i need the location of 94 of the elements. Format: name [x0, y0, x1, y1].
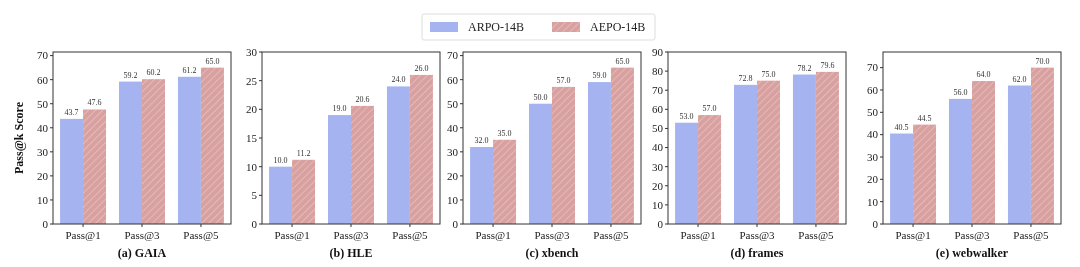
data-label: 79.6 — [820, 60, 835, 70]
data-label: 65.0 — [615, 56, 630, 66]
y-tick-label: 50 — [652, 122, 664, 135]
y-tick-label: 30 — [652, 160, 664, 173]
x-tick-label: Pass@3 — [534, 229, 571, 241]
y-tick-label: 5 — [251, 189, 258, 202]
x-tick-label: Pass@5 — [798, 229, 835, 241]
y-tick-label: 30 — [246, 45, 258, 58]
data-label: 57.0 — [702, 104, 717, 114]
y-tick-label: 40 — [447, 121, 459, 134]
text: (a) GAIA — [117, 246, 167, 260]
data-label: 44.5 — [917, 113, 932, 123]
y-tick-label: 10 — [867, 195, 879, 208]
x-tick-label: Pass@1 — [65, 229, 101, 241]
data-label: 78.2 — [797, 63, 812, 73]
y-tick-label: 90 — [652, 45, 664, 58]
x-tick-label: Pass@5 — [593, 229, 630, 241]
data-label: 43.7 — [64, 107, 79, 117]
y-tick-label: 60 — [652, 103, 664, 116]
y-tick-label: 80 — [652, 64, 664, 77]
data-label: 11.2 — [296, 148, 311, 158]
data-label: 60.2 — [146, 68, 161, 78]
data-label: 26.0 — [414, 63, 429, 73]
data-label: 65.0 — [205, 56, 220, 66]
y-tick-label: 0 — [657, 217, 664, 230]
y-tick-label: 0 — [251, 217, 258, 230]
text: (b) HLE — [329, 246, 373, 260]
y-tick-label: 0 — [452, 217, 459, 230]
y-tick-label: 0 — [872, 217, 879, 230]
data-label: 20.6 — [355, 94, 370, 104]
y-tick-label: 60 — [37, 73, 49, 86]
data-label: 35.0 — [497, 128, 512, 138]
data-label: 47.6 — [87, 98, 102, 108]
y-tick-label: 10 — [37, 193, 49, 206]
x-tick-label: Pass@1 — [895, 229, 931, 241]
legend-label: ARPO-14B — [468, 20, 525, 35]
text: (e) webwalker — [935, 246, 1009, 260]
y-tick-label: 30 — [37, 145, 49, 158]
y-tick-label: 15 — [246, 131, 258, 144]
y-tick-label: 10 — [652, 198, 664, 211]
data-label: 64.0 — [976, 70, 991, 80]
y-tick-label: 60 — [867, 83, 879, 96]
data-label: 59.2 — [123, 70, 138, 80]
legend-label: AEPO-14B — [590, 20, 646, 35]
y-tick-label: 20 — [447, 169, 459, 182]
y-tick-label: 70 — [652, 84, 664, 97]
data-label: 53.0 — [679, 111, 694, 121]
data-label: 75.0 — [761, 69, 776, 79]
y-tick-label: 40 — [652, 141, 664, 154]
text: (d) frames — [730, 246, 784, 260]
y-tick-label: 40 — [867, 128, 879, 141]
y-tick-label: 70 — [867, 61, 879, 74]
data-label: 56.0 — [953, 87, 968, 97]
y-tick-label: 50 — [867, 106, 879, 119]
data-label: 32.0 — [474, 136, 489, 146]
text: (c) xbench — [525, 246, 579, 260]
x-tick-label: Pass@1 — [680, 229, 716, 241]
y-tick-label: 50 — [37, 97, 49, 110]
y-axis-title: Pass@k Score — [12, 101, 26, 174]
x-tick-label: Pass@1 — [274, 229, 310, 241]
data-label: 57.0 — [556, 75, 571, 85]
y-tick-label: 70 — [37, 49, 49, 62]
y-tick-label: 60 — [447, 73, 459, 86]
data-label: 70.0 — [1035, 56, 1050, 66]
x-tick-label: Pass@5 — [392, 229, 429, 241]
data-label: 61.2 — [182, 65, 197, 75]
y-tick-label: 10 — [447, 193, 459, 206]
y-tick-label: 30 — [447, 145, 459, 158]
y-tick-label: 20 — [867, 173, 879, 186]
x-tick-label: Pass@1 — [475, 229, 511, 241]
x-tick-label: Pass@3 — [333, 229, 370, 241]
y-tick-label: 40 — [37, 121, 49, 134]
y-tick-label: 20 — [37, 169, 49, 182]
data-label: 72.8 — [738, 73, 753, 83]
x-tick-label: Pass@3 — [739, 229, 776, 241]
data-label: 62.0 — [1012, 74, 1027, 84]
y-tick-label: 70 — [447, 49, 459, 62]
data-label: 50.0 — [533, 92, 548, 102]
y-tick-label: 0 — [42, 217, 49, 230]
y-tick-label: 50 — [447, 97, 459, 110]
x-tick-label: Pass@5 — [183, 229, 220, 241]
y-tick-label: 10 — [246, 160, 258, 173]
data-label: 19.0 — [332, 104, 347, 114]
x-tick-label: Pass@3 — [954, 229, 991, 241]
x-tick-label: Pass@3 — [124, 229, 161, 241]
data-label: 59.0 — [592, 71, 607, 81]
x-tick-label: Pass@5 — [1013, 229, 1050, 241]
y-tick-label: 30 — [867, 150, 879, 163]
data-label: 10.0 — [273, 155, 288, 165]
data-label: 24.0 — [391, 75, 406, 85]
y-tick-label: 25 — [246, 74, 258, 87]
y-tick-label: 20 — [246, 103, 258, 116]
data-label: 40.5 — [894, 122, 909, 132]
y-tick-label: 20 — [652, 179, 664, 192]
